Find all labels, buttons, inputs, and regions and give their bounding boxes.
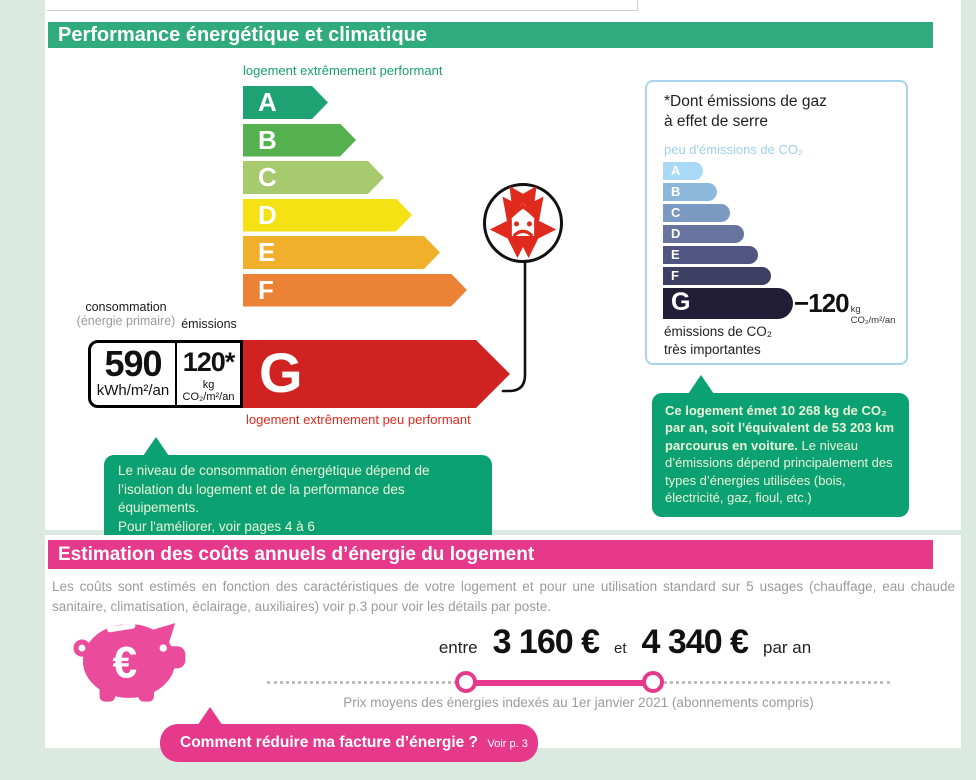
cost-range-row: entre 3 160 € et 4 340 € par an xyxy=(305,623,945,662)
cost-section-header: Estimation des coûts annuels d’énergie d… xyxy=(48,540,933,569)
co2-grade-c-bar: C xyxy=(663,204,730,222)
cost-range-fill xyxy=(466,679,653,686)
cost-tooltip-question: Comment réduire ma facture d’énergie ? xyxy=(180,734,479,751)
co2-value: −120 xyxy=(794,288,850,318)
emissions-column-label: émissions xyxy=(181,317,237,331)
emissions-tooltip-bold-text: Ce logement émet 10 268 kg de CO₂ par an… xyxy=(665,403,895,453)
consumption-emissions-value-box: 590 kWh/m²/an 120* kg CO₂/m²/an xyxy=(88,340,243,408)
co2-grade-b-bar: B xyxy=(663,183,717,201)
cost-min-marker xyxy=(455,671,477,693)
previous-table-edge xyxy=(47,0,638,11)
range-prefix: entre xyxy=(438,638,478,657)
ghg-emissions-panel: *Dont émissions de gaz à effet de serre … xyxy=(645,80,908,365)
consumption-tooltip-pointer xyxy=(143,437,169,456)
consumption-tooltip-link: Pour l'améliorer, voir pages 4 à 6 xyxy=(118,518,315,534)
co2-current-grade-letter: G xyxy=(671,288,691,316)
ghg-high-line1: émissions de CO₂ xyxy=(664,324,773,339)
ghg-title-line2: à effet de serre xyxy=(664,113,768,131)
epc-grade-g-arrow: G xyxy=(243,340,510,408)
consumption-value: 590 xyxy=(104,343,162,384)
cost-tooltip: Comment réduire ma facture d’énergie ? V… xyxy=(160,724,538,762)
co2-grade-g-bar: G xyxy=(663,288,793,319)
consumption-column-label: consommation (énergie primaire) xyxy=(66,300,186,329)
piggy-bank-icon: € xyxy=(73,623,186,702)
ghg-panel-title: *Dont émissions de gaz à effet de serre xyxy=(664,92,827,132)
epc-grade-d-arrow: D xyxy=(243,199,412,232)
emissions-tooltip: Ce logement émet 10 268 kg de CO₂ par an… xyxy=(652,393,909,518)
consumption-tooltip: Le niveau de consommation énergétique dé… xyxy=(104,455,492,546)
consumption-tooltip-text: Le niveau de consommation énergétique dé… xyxy=(118,463,430,516)
emissions-tooltip-pointer xyxy=(688,375,714,394)
emissions-value-cell: 120* kg CO₂/m²/an xyxy=(175,343,240,405)
cost-section-card: Estimation des coûts annuels d’énergie d… xyxy=(45,535,961,762)
range-conjunction: et xyxy=(614,640,627,657)
ghg-title-line1: *Dont émissions de gaz xyxy=(664,93,827,110)
scale-top-label: logement extrêmement performant xyxy=(243,63,443,78)
price-index-note: Prix moyens des énergies indexés au 1er … xyxy=(343,695,814,710)
emissions-value: 120* xyxy=(182,347,236,377)
cost-min-value: 3 160 € xyxy=(492,623,600,661)
energy-section-title: Performance énergétique et climatique xyxy=(58,24,428,46)
epc-grade-a-arrow: A xyxy=(243,86,328,119)
epc-grade-e-arrow: E xyxy=(243,236,440,269)
energy-section-card: Performance énergétique et climatique lo… xyxy=(45,0,961,546)
cost-tooltip-pointer xyxy=(197,707,223,726)
cost-tooltip-link: Voir p. 3 xyxy=(487,738,528,750)
co2-grade-f-bar: F xyxy=(663,267,771,285)
scale-bottom-label: logement extrêmement peu performant xyxy=(246,412,471,427)
consumption-value-cell: 590 kWh/m²/an xyxy=(91,343,175,405)
consumption-unit: kWh/m²/an xyxy=(96,382,170,399)
leader-line xyxy=(501,261,527,393)
co2-unit: kg CO₂/m²/an xyxy=(850,304,896,326)
epc-grade-c-arrow: C xyxy=(243,161,384,194)
emissions-unit: kg CO₂/m²/an xyxy=(182,379,235,403)
epc-grade-f-arrow: F xyxy=(243,274,467,307)
cost-section-title: Estimation des coûts annuels d’énergie d… xyxy=(58,544,535,565)
sad-house-icon xyxy=(483,183,563,263)
co2-grade-e-bar: E xyxy=(663,246,758,264)
energy-section-header: Performance énergétique et climatique xyxy=(48,22,933,48)
cost-max-value: 4 340 € xyxy=(641,623,749,661)
range-suffix: par an xyxy=(762,638,812,657)
ghg-high-label: émissions de CO₂ très importantes xyxy=(664,323,772,358)
epc-grade-b-arrow: B xyxy=(243,124,356,157)
primary-energy-sublabel: (énergie primaire) xyxy=(76,314,176,329)
co2-value-group: −120 kg CO₂/m²/an xyxy=(794,288,906,326)
cost-description: Les coûts sont estimés en fonction des c… xyxy=(52,579,955,614)
cost-max-marker xyxy=(642,671,664,693)
epc-current-grade-letter: G xyxy=(259,341,303,404)
co2-grade-a-bar: A xyxy=(663,162,703,180)
ghg-low-label: peu d'émissions de CO₂ xyxy=(664,142,804,157)
svg-text:€: € xyxy=(112,639,137,688)
consumption-label: consommation xyxy=(85,300,167,314)
co2-grade-d-bar: D xyxy=(663,225,744,243)
emissions-tooltip-text: Le niveau d’émissions dépend principalem… xyxy=(665,437,893,506)
ghg-high-line2: très importantes xyxy=(664,341,761,357)
